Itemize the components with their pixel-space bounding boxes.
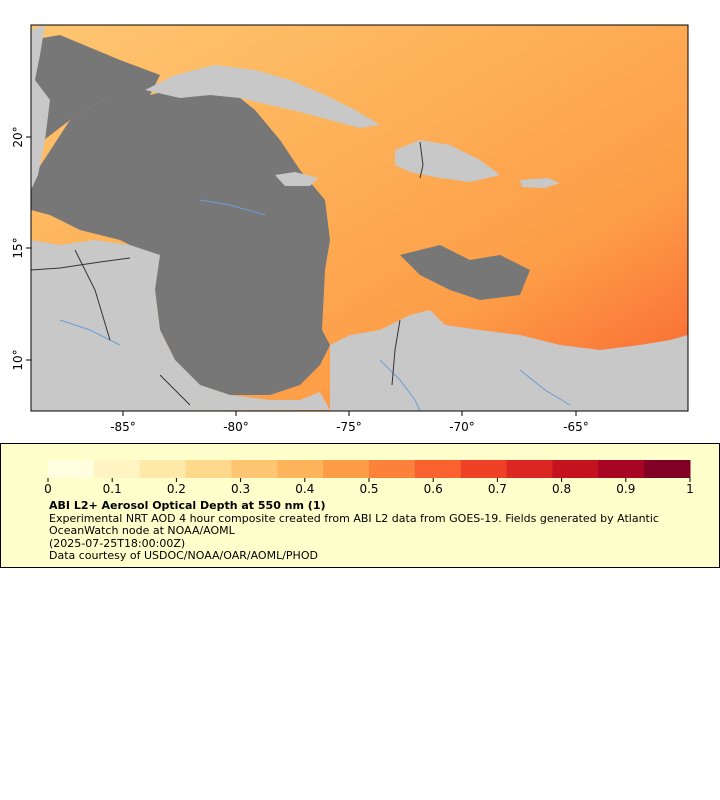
colorbar-swatch — [460, 460, 508, 478]
colorbar-tick-label: 0.2 — [167, 482, 186, 496]
colorbar-tick-label: 0.4 — [295, 482, 314, 496]
colorbar-tick-label: 0.9 — [616, 482, 635, 496]
y-tick-label: 10° — [11, 349, 25, 370]
legend-panel: 0 0.1 0.2 0.3 0.4 0.5 0.6 0.7 0.8 0.9 1 ABI L2+ Ae… — [0, 443, 720, 568]
legend-credit: Data courtesy of USDOC/NOAA/OAR/AOML/PHO… — [49, 549, 318, 562]
ocean-patch-south — [400, 245, 530, 300]
legend-time: (2025-07-25T18:00:00Z) — [49, 537, 186, 550]
colorbar-tick-label: 1 — [686, 482, 694, 496]
x-tick-label: -65° — [563, 420, 589, 434]
map-area: -85° -80° -75° -70° -65° 20° 15° 10° — [11, 24, 689, 434]
y-tick-label: 15° — [11, 237, 25, 258]
colorbar-swatch — [139, 460, 187, 478]
colorbar-ticks: 0 0.1 0.2 0.3 0.4 0.5 0.6 0.7 0.8 0.9 1 — [44, 478, 694, 496]
colorbar-swatches — [48, 460, 691, 478]
colorbar-swatch — [552, 460, 599, 478]
border — [159, 374, 191, 406]
y-tick-label: 20° — [11, 126, 25, 147]
x-tick-label: -70° — [449, 420, 475, 434]
x-tick-label: -75° — [336, 420, 362, 434]
ocean-patch-north — [31, 35, 160, 150]
map-frame — [30, 24, 689, 412]
colorbar-tick-label: 0.6 — [424, 482, 443, 496]
colorbar-tick-label: 0.5 — [359, 482, 378, 496]
caribbean-sea-no-data — [31, 85, 330, 395]
colorbar-swatch — [506, 460, 553, 478]
jamaica-land — [275, 172, 318, 186]
colorbar-tick-label: 0.7 — [488, 482, 507, 496]
x-tick-label: -80° — [223, 420, 249, 434]
colorbar-swatch — [414, 460, 462, 478]
colorbar-swatch — [185, 460, 232, 478]
colorbar-swatch — [644, 460, 691, 478]
map-body — [30, 24, 689, 412]
colorbar-tick-label: 0 — [44, 482, 52, 496]
legend-description: Experimental NRT AOD 4 hour composite cr… — [49, 512, 659, 537]
colorbar-tick-label: 0.8 — [552, 482, 571, 496]
x-axis: -85° -80° -75° -70° -65° — [110, 411, 589, 434]
river — [199, 199, 266, 216]
border — [30, 257, 131, 271]
border — [74, 249, 111, 341]
border — [391, 319, 401, 386]
country-borders — [30, 141, 424, 406]
rivers — [59, 199, 571, 412]
cuba-land — [145, 65, 380, 128]
river — [519, 369, 571, 406]
colorbar-swatch — [598, 460, 645, 478]
colorbar-swatch — [369, 460, 416, 478]
south-america-land — [330, 310, 688, 411]
colorbar-swatch — [277, 460, 324, 478]
central-america-land — [31, 240, 330, 411]
colorbar-tick-label: 0.3 — [231, 482, 250, 496]
colorbar-swatch — [231, 460, 278, 478]
y-axis: 20° 15° 10° — [11, 126, 31, 371]
colorbar-swatch — [48, 460, 95, 478]
colorbar: 0 0.1 0.2 0.3 0.4 0.5 0.6 0.7 0.8 0.9 1 — [44, 460, 694, 496]
puerto-rico-land — [520, 178, 560, 188]
border — [419, 141, 424, 179]
colorbar-tick-label: 0.1 — [103, 482, 122, 496]
colorbar-swatch — [93, 460, 141, 478]
river — [379, 359, 421, 412]
colorbar-swatch — [323, 460, 370, 478]
x-tick-label: -85° — [110, 420, 136, 434]
central-america-land — [31, 25, 50, 190]
aod-map: -85° -80° -75° -70° -65° 20° 15° 10° — [11, 24, 689, 434]
legend-title: ABI L2+ Aerosol Optical Depth at 550 nm … — [49, 499, 326, 512]
